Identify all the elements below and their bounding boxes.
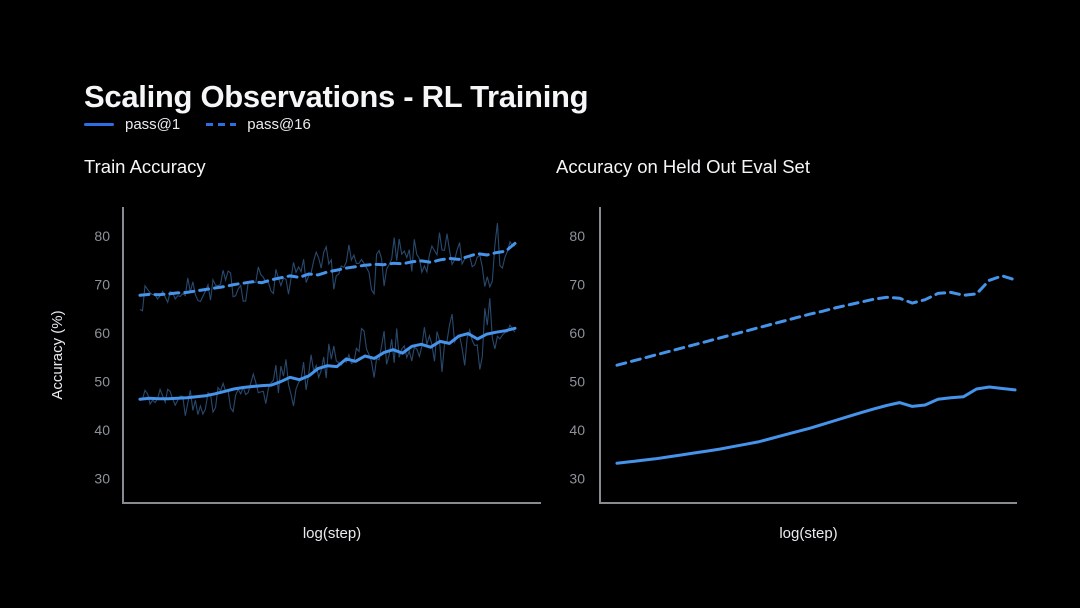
legend: pass@1 pass@16 [84,116,311,133]
pass@1-series-line [138,326,517,401]
solid-line-swatch-icon [84,123,114,126]
y-tick-label-50: 50 [94,374,110,390]
y-tick-label-60: 60 [94,325,110,341]
y-tick-label-50: 50 [569,374,585,390]
dashed-line-swatch-icon [206,123,237,126]
train-accuracy-chart: 30 40 50 60 70 80 log(step) Accuracy (%) [50,207,541,542]
y-tick-label-80: 80 [94,228,110,244]
x-axis-label: log(step) [303,525,361,542]
pass@1-raw-series-line [139,298,516,416]
x-axis-label: log(step) [779,525,837,542]
y-tick-label-70: 70 [94,277,110,293]
legend-label-pass16: pass@16 [247,116,311,133]
legend-item-pass16: pass@16 [206,116,311,133]
legend-label-pass1: pass@1 [125,116,181,133]
pass@16-series-line [138,241,517,297]
slide-title: Scaling Observations - RL Training [84,78,589,114]
y-tick-label-80: 80 [569,228,585,244]
y-tick-label-60: 60 [569,325,585,341]
pass@16-raw-series-line [139,222,515,312]
y-axis-label: Accuracy (%) [50,310,66,399]
pass@16-series-line [615,274,1017,367]
legend-item-pass1: pass@1 [84,116,180,133]
y-tick-label-40: 40 [569,422,585,438]
train-accuracy-chart-title: Train Accuracy [84,156,206,177]
y-tick-label-30: 30 [569,471,585,487]
eval-accuracy-chart: 30 40 50 60 70 80 log(step) [569,207,1017,542]
y-tick-label-70: 70 [569,277,585,293]
pass@1-series-line [615,385,1017,465]
eval-accuracy-chart-title: Accuracy on Held Out Eval Set [556,156,810,177]
y-tick-label-40: 40 [94,422,110,438]
y-tick-label-30: 30 [94,471,110,487]
